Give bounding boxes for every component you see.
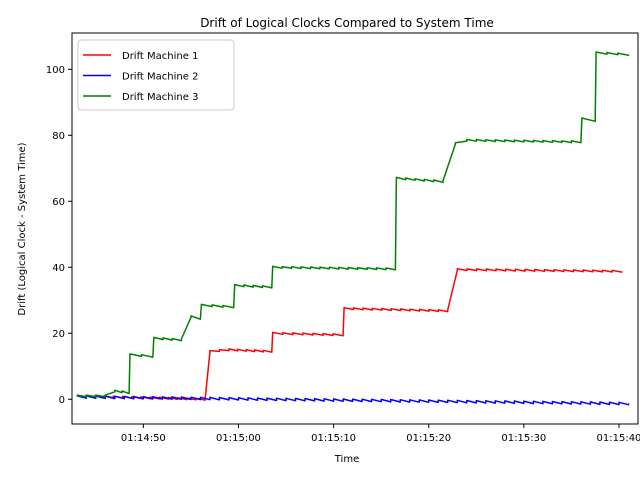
legend-label: Drift Machine 2 — [122, 72, 198, 83]
x-tick-label: 01:15:10 — [311, 433, 356, 444]
series-line-machine-1 — [76, 268, 623, 401]
y-axis-label: Drift (Logical Clock - System Time) — [17, 142, 28, 315]
legend: Drift Machine 1 Drift Machine 2 Drift Mach… — [77, 39, 235, 111]
legend-box — [77, 39, 235, 111]
legend-label: Drift Machine 1 — [122, 51, 198, 62]
x-tick-label: 01:15:20 — [406, 433, 451, 444]
x-tick-label: 01:15:30 — [501, 433, 546, 444]
x-tick-label: 01:15:40 — [597, 433, 640, 444]
plot-area: 01:14:50 01:15:00 01:15:10 01:15:20 01:15:30… — [46, 32, 640, 444]
y-axis: 0 20 40 60 80 100 — [46, 65, 72, 406]
plot-frame — [71, 32, 639, 425]
y-tick-label: 20 — [52, 329, 65, 340]
x-axis-label: Time — [334, 454, 359, 465]
y-tick-label: 0 — [59, 395, 65, 406]
y-tick-label: 100 — [46, 65, 65, 76]
y-tick-label: 80 — [52, 131, 65, 142]
legend-label: Drift Machine 3 — [122, 92, 198, 103]
series-layer — [76, 51, 630, 406]
series-line-machine-2 — [76, 395, 630, 406]
x-tick-label: 01:14:50 — [121, 433, 166, 444]
y-tick-label: 40 — [52, 263, 65, 274]
chart-title: Drift of Logical Clocks Compared to Syst… — [200, 16, 494, 30]
x-tick-label: 01:15:00 — [216, 433, 261, 444]
x-axis: 01:14:50 01:15:00 01:15:10 01:15:20 01:15:30… — [121, 424, 640, 444]
y-tick-label: 60 — [52, 197, 65, 208]
series-line-machine-3 — [76, 51, 630, 398]
